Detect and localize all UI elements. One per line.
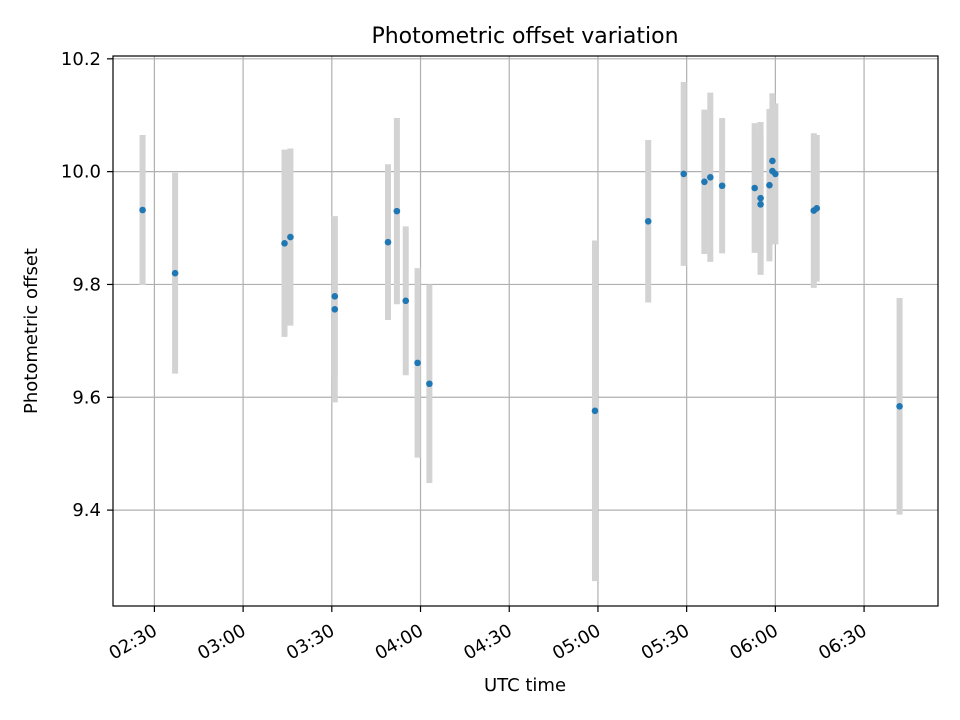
x-tick-label: 05:00 — [549, 620, 604, 664]
data-point — [171, 269, 179, 277]
y-tick-label: 9.4 — [72, 500, 101, 521]
data-points — [139, 157, 903, 415]
x-tick-label: 06:00 — [726, 620, 781, 664]
x-axis-label: UTC time — [484, 675, 566, 696]
x-tick-label: 04:00 — [372, 620, 427, 664]
y-tick-label: 9.6 — [72, 387, 101, 408]
x-tick-label: 03:30 — [283, 620, 338, 664]
y-axis-label: Photometric offset — [21, 248, 42, 414]
data-point — [757, 201, 764, 208]
data-point — [766, 181, 773, 189]
chart-title: Photometric offset variation — [371, 24, 678, 49]
data-point — [591, 407, 599, 415]
data-point — [644, 217, 652, 225]
data-point — [757, 194, 764, 202]
data-point — [402, 297, 410, 305]
y-tick-label: 10.0 — [61, 162, 101, 183]
data-point — [139, 206, 146, 214]
error-bars — [139, 81, 903, 582]
data-point — [331, 305, 339, 313]
data-point — [384, 238, 392, 246]
data-point — [680, 170, 687, 178]
x-tick-label: 05:30 — [638, 620, 693, 664]
data-point — [426, 380, 433, 388]
x-axis-ticks: 02:30 03:00 03:30 04:00 04:30 05:00 05:30 06:00… — [105, 606, 871, 664]
y-axis-ticks: 9.4 9.6 9.8 10.0 10.2 — [61, 49, 113, 521]
data-point — [813, 205, 821, 212]
x-tick-label: 03:00 — [194, 620, 249, 664]
y-tick-label: 10.2 — [61, 49, 101, 70]
data-point — [414, 359, 421, 367]
data-point — [281, 239, 288, 247]
plot-frame — [112, 55, 939, 607]
data-point — [718, 182, 726, 190]
x-tick-label: 04:30 — [460, 620, 515, 664]
data-point — [769, 157, 776, 165]
data-point — [896, 403, 903, 410]
y-tick-label: 9.8 — [72, 274, 101, 295]
data-point — [287, 233, 294, 241]
data-point — [393, 207, 401, 215]
data-point — [707, 173, 714, 181]
data-point — [772, 170, 779, 178]
x-tick-label: 02:30 — [105, 620, 160, 664]
data-point — [701, 178, 708, 186]
data-point — [751, 184, 758, 192]
data-point — [331, 293, 339, 300]
x-tick-label: 06:30 — [815, 620, 870, 664]
